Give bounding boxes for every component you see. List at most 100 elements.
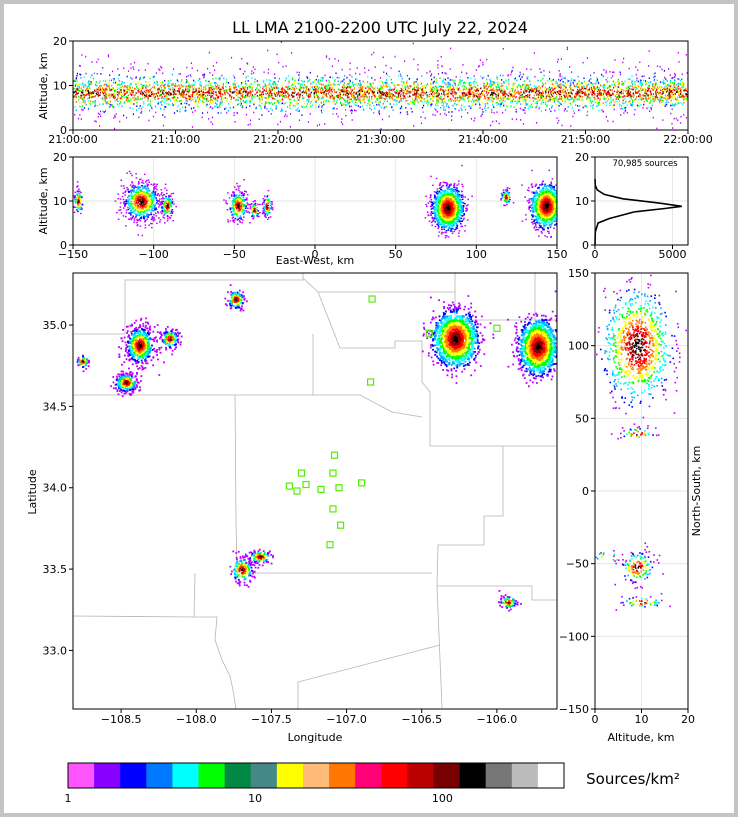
source-point [383, 97, 385, 100]
source-point [632, 86, 634, 88]
source-point [481, 108, 483, 111]
source-point [120, 89, 122, 91]
source-point [368, 95, 370, 98]
source-point [285, 102, 287, 104]
source-point [239, 68, 241, 70]
source-point [218, 77, 220, 80]
source-point [602, 86, 604, 89]
source-point [353, 102, 355, 104]
source-point [660, 95, 663, 97]
source-point [383, 85, 385, 88]
source-point [240, 90, 242, 92]
source-point [300, 92, 302, 95]
source-point [504, 91, 506, 94]
source-point [636, 91, 638, 94]
source-point [310, 83, 312, 85]
source-point [114, 97, 116, 99]
source-point [449, 68, 451, 70]
source-point [594, 88, 596, 90]
source-point [149, 77, 151, 80]
source-point [314, 79, 316, 82]
source-point [543, 83, 545, 85]
source-point [612, 92, 614, 95]
source-point [355, 109, 357, 112]
source-point [579, 83, 581, 86]
source-point [451, 79, 453, 81]
source-point [536, 102, 538, 105]
source-point [85, 94, 87, 97]
source-point [141, 110, 143, 113]
source-point [545, 103, 547, 105]
source-point [604, 91, 606, 93]
source-point [212, 100, 214, 102]
source-point [559, 93, 561, 96]
source-point [472, 81, 474, 84]
source-point [445, 89, 447, 92]
source-point [108, 94, 110, 97]
source-point [370, 90, 372, 93]
source-point [417, 68, 419, 71]
source-point [638, 105, 640, 107]
source-point [578, 80, 580, 82]
source-point [433, 76, 435, 79]
source-point [270, 86, 272, 88]
source-point [427, 100, 429, 102]
source-point [366, 86, 369, 88]
source-point [629, 88, 631, 90]
source-point [272, 83, 275, 86]
source-point [367, 98, 369, 101]
source-point [570, 96, 573, 99]
source-point [120, 101, 122, 103]
source-point [659, 101, 661, 104]
source-point [442, 104, 444, 107]
source-point [98, 86, 100, 89]
source-point [151, 107, 153, 110]
source-point [484, 103, 486, 105]
source-point [483, 85, 485, 87]
source-point [119, 97, 121, 100]
source-point [334, 84, 336, 86]
source-point [455, 76, 457, 78]
source-point [298, 94, 300, 97]
source-point [88, 97, 90, 99]
source-point [613, 104, 615, 106]
source-point [252, 85, 254, 88]
source-point [468, 105, 470, 107]
source-point [86, 86, 88, 89]
source-point [473, 85, 475, 88]
source-point [578, 95, 580, 98]
source-point [435, 85, 437, 88]
source-point [623, 96, 625, 99]
source-point [363, 95, 365, 98]
source-point [222, 87, 224, 89]
source-point [449, 79, 451, 81]
source-point [143, 96, 145, 99]
source-point [548, 90, 550, 93]
source-point [474, 93, 476, 95]
source-point [471, 86, 473, 89]
source-point [448, 92, 450, 95]
source-point [336, 76, 338, 79]
source-point [631, 95, 633, 97]
source-point [569, 102, 571, 105]
source-point [85, 85, 87, 88]
source-point [625, 106, 627, 109]
source-point [301, 79, 303, 82]
source-point [667, 101, 669, 103]
source-point [359, 82, 361, 85]
source-point [305, 85, 307, 88]
source-point [505, 93, 507, 95]
source-point [680, 102, 682, 104]
source-point [165, 95, 167, 97]
source-point [640, 85, 642, 87]
source-point [650, 93, 652, 95]
source-point [245, 96, 247, 98]
source-point [545, 100, 547, 102]
source-point [518, 98, 520, 100]
source-point [159, 69, 161, 71]
source-point [550, 110, 552, 113]
source-point [553, 88, 555, 90]
source-point [372, 94, 374, 96]
source-point [275, 108, 277, 110]
source-point [340, 101, 342, 104]
